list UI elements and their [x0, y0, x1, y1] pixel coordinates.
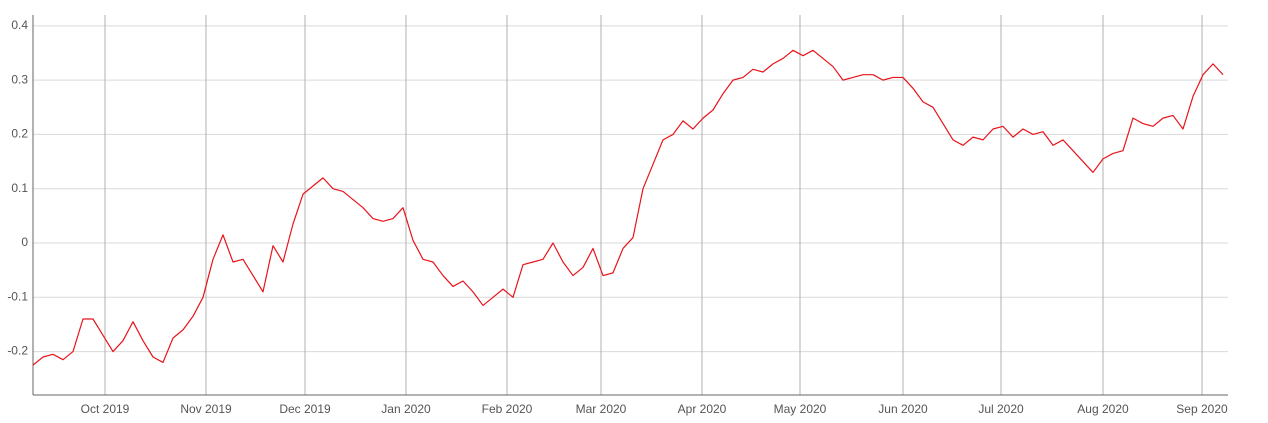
x-tick-label: Nov 2019 — [180, 402, 232, 416]
y-tick-label: 0.2 — [11, 127, 28, 141]
y-tick-label: -0.1 — [7, 289, 28, 303]
x-tick-label: Jul 2020 — [978, 402, 1024, 416]
y-tick-label: 0.3 — [11, 72, 28, 86]
x-tick-label: Aug 2020 — [1077, 402, 1129, 416]
y-tick-label: 0.4 — [11, 18, 28, 32]
x-tick-label: Jan 2020 — [381, 402, 431, 416]
x-tick-label: Dec 2019 — [279, 402, 331, 416]
x-tick-label: Sep 2020 — [1176, 402, 1228, 416]
x-tick-label: Mar 2020 — [576, 402, 627, 416]
x-tick-label: May 2020 — [774, 402, 827, 416]
y-tick-label: -0.2 — [7, 344, 28, 358]
x-tick-label: Oct 2019 — [81, 402, 130, 416]
x-tick-label: Feb 2020 — [482, 402, 533, 416]
y-tick-label: 0 — [21, 235, 28, 249]
x-tick-label: Apr 2020 — [678, 402, 727, 416]
y-tick-label: 0.1 — [11, 181, 28, 195]
data-line — [32, 49, 1224, 366]
x-tick-label: Jun 2020 — [878, 402, 928, 416]
